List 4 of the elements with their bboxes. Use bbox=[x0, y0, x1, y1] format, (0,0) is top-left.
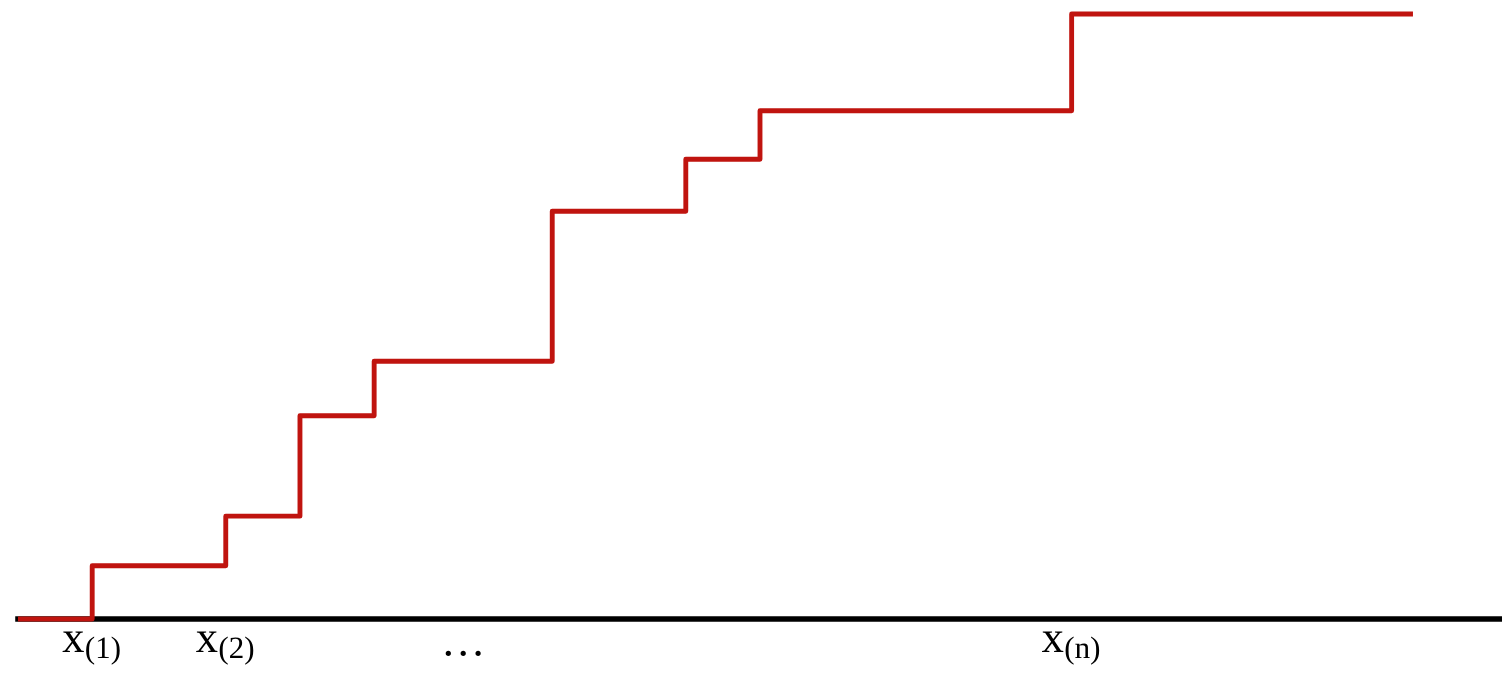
x-tick-label: x$_{(1)}$ bbox=[62, 631, 120, 665]
x-tick-label: x$_{(2)}$ bbox=[196, 631, 254, 665]
x-tick-label: … bbox=[445, 650, 481, 657]
x-tick-label: x$_{(n)}$ bbox=[1042, 631, 1100, 665]
